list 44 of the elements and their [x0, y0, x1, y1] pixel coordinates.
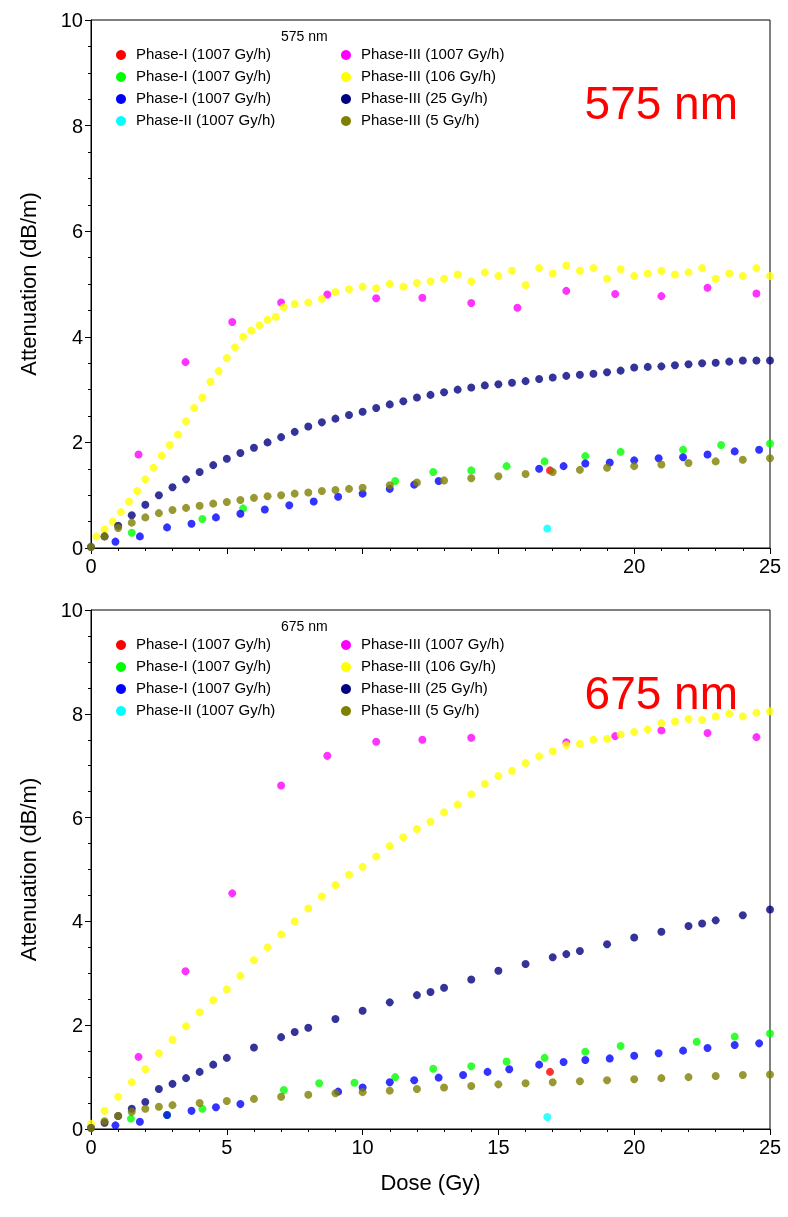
y-tick-label: 10 — [60, 599, 83, 621]
legend-label: Phase-I (1007 Gy/h) — [136, 89, 272, 106]
x-axis-title: Dose (Gy) — [380, 1169, 481, 1195]
legend-label: Phase-I (1007 Gy/h) — [136, 45, 272, 62]
x-tick-label: 0 — [85, 555, 97, 577]
x-tick-label: 25 — [758, 555, 782, 577]
x-tick-label: 15 — [487, 1136, 510, 1158]
legend-label: Phase-III (5 Gy/h) — [361, 701, 480, 718]
x-tick-label: 25 — [758, 1136, 782, 1158]
legend-label: Phase-III (25 Gy/h) — [361, 89, 488, 106]
legend-title: 675 nm — [281, 618, 328, 634]
x-tick-label: 0 — [85, 1136, 97, 1158]
legend-label: Phase-I (1007 Gy/h) — [136, 67, 272, 84]
y-tick-label: 0 — [71, 1118, 83, 1140]
y-axis-title: Attenuation (dB/m) — [15, 777, 41, 962]
x-tick-label: 10 — [351, 1136, 374, 1158]
y-tick-label: 8 — [71, 702, 83, 725]
y-axis-title: Attenuation (dB/m) — [15, 192, 41, 376]
y-tick-label: 6 — [71, 806, 83, 829]
y-tick-label: 0 — [71, 537, 83, 559]
y-tick-label: 2 — [71, 431, 83, 454]
y-tick-label: 2 — [71, 1014, 83, 1037]
legend-label: Phase-III (106 Gy/h) — [361, 67, 497, 84]
y-tick-label: 4 — [71, 325, 83, 348]
x-tick-label: 20 — [623, 1136, 646, 1158]
y-tick-label: 6 — [71, 220, 83, 243]
x-tick-label: 20 — [623, 555, 646, 577]
y-tick-label: 4 — [71, 910, 83, 933]
legend-label: Phase-III (106 Gy/h) — [361, 657, 497, 674]
x-tick-label: 5 — [221, 1136, 233, 1158]
legend-title: 575 nm — [281, 28, 328, 44]
annotation: 675 nm — [584, 667, 739, 719]
annotation: 575 nm — [584, 77, 739, 129]
y-tick-label: 10 — [60, 9, 83, 31]
legend-label: Phase-I (1007 Gy/h) — [136, 635, 272, 652]
legend-label: Phase-III (25 Gy/h) — [361, 679, 488, 696]
legend-label: Phase-I (1007 Gy/h) — [136, 679, 272, 696]
y-tick-label: 8 — [71, 114, 83, 137]
legend-label: Phase-III (1007 Gy/h) — [361, 635, 505, 652]
legend-label: Phase-I (1007 Gy/h) — [136, 657, 272, 674]
legend-label: Phase-II (1007 Gy/h) — [136, 701, 276, 718]
legend-label: Phase-III (1007 Gy/h) — [361, 45, 505, 62]
legend-label: Phase-II (1007 Gy/h) — [136, 111, 276, 128]
legend-label: Phase-III (5 Gy/h) — [361, 111, 480, 128]
